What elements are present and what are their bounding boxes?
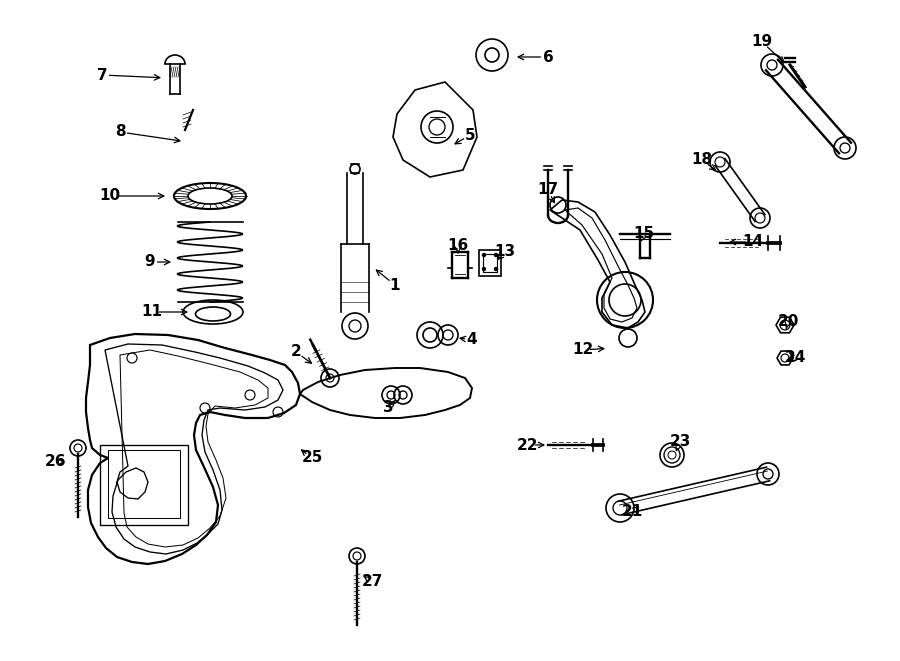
Bar	[479, 250, 501, 276]
Bar	[483, 254, 497, 272]
Text: 26: 26	[44, 455, 66, 469]
Text: 1: 1	[390, 278, 400, 293]
Text: 23: 23	[670, 434, 690, 449]
Text: 24: 24	[784, 350, 806, 366]
Circle shape	[482, 254, 485, 256]
Text: 21: 21	[621, 504, 643, 520]
Circle shape	[494, 268, 498, 270]
Text: 11: 11	[141, 305, 163, 319]
Text: 10: 10	[99, 188, 121, 204]
Text: 14: 14	[742, 235, 763, 249]
Text: 2: 2	[291, 344, 302, 360]
Text: 9: 9	[145, 254, 156, 270]
Text: 17: 17	[537, 182, 559, 198]
Text: 18: 18	[691, 153, 713, 167]
Text: 19: 19	[752, 34, 772, 50]
Bar	[108, 450, 180, 518]
Text: 7: 7	[96, 67, 107, 83]
Bar	[100, 445, 188, 525]
Text: 8: 8	[114, 124, 125, 139]
Text: 12: 12	[572, 342, 594, 358]
Text: 3: 3	[382, 401, 393, 416]
Text: 13: 13	[494, 245, 516, 260]
Text: 5: 5	[464, 128, 475, 143]
Text: 20: 20	[778, 315, 798, 329]
Text: 4: 4	[467, 332, 477, 348]
Text: 15: 15	[634, 227, 654, 241]
Circle shape	[482, 268, 485, 270]
Text: 25: 25	[302, 451, 323, 465]
Circle shape	[494, 254, 498, 256]
Text: 16: 16	[447, 237, 469, 253]
Text: 22: 22	[518, 438, 539, 453]
Text: 6: 6	[543, 50, 553, 65]
Text: 27: 27	[361, 574, 382, 590]
